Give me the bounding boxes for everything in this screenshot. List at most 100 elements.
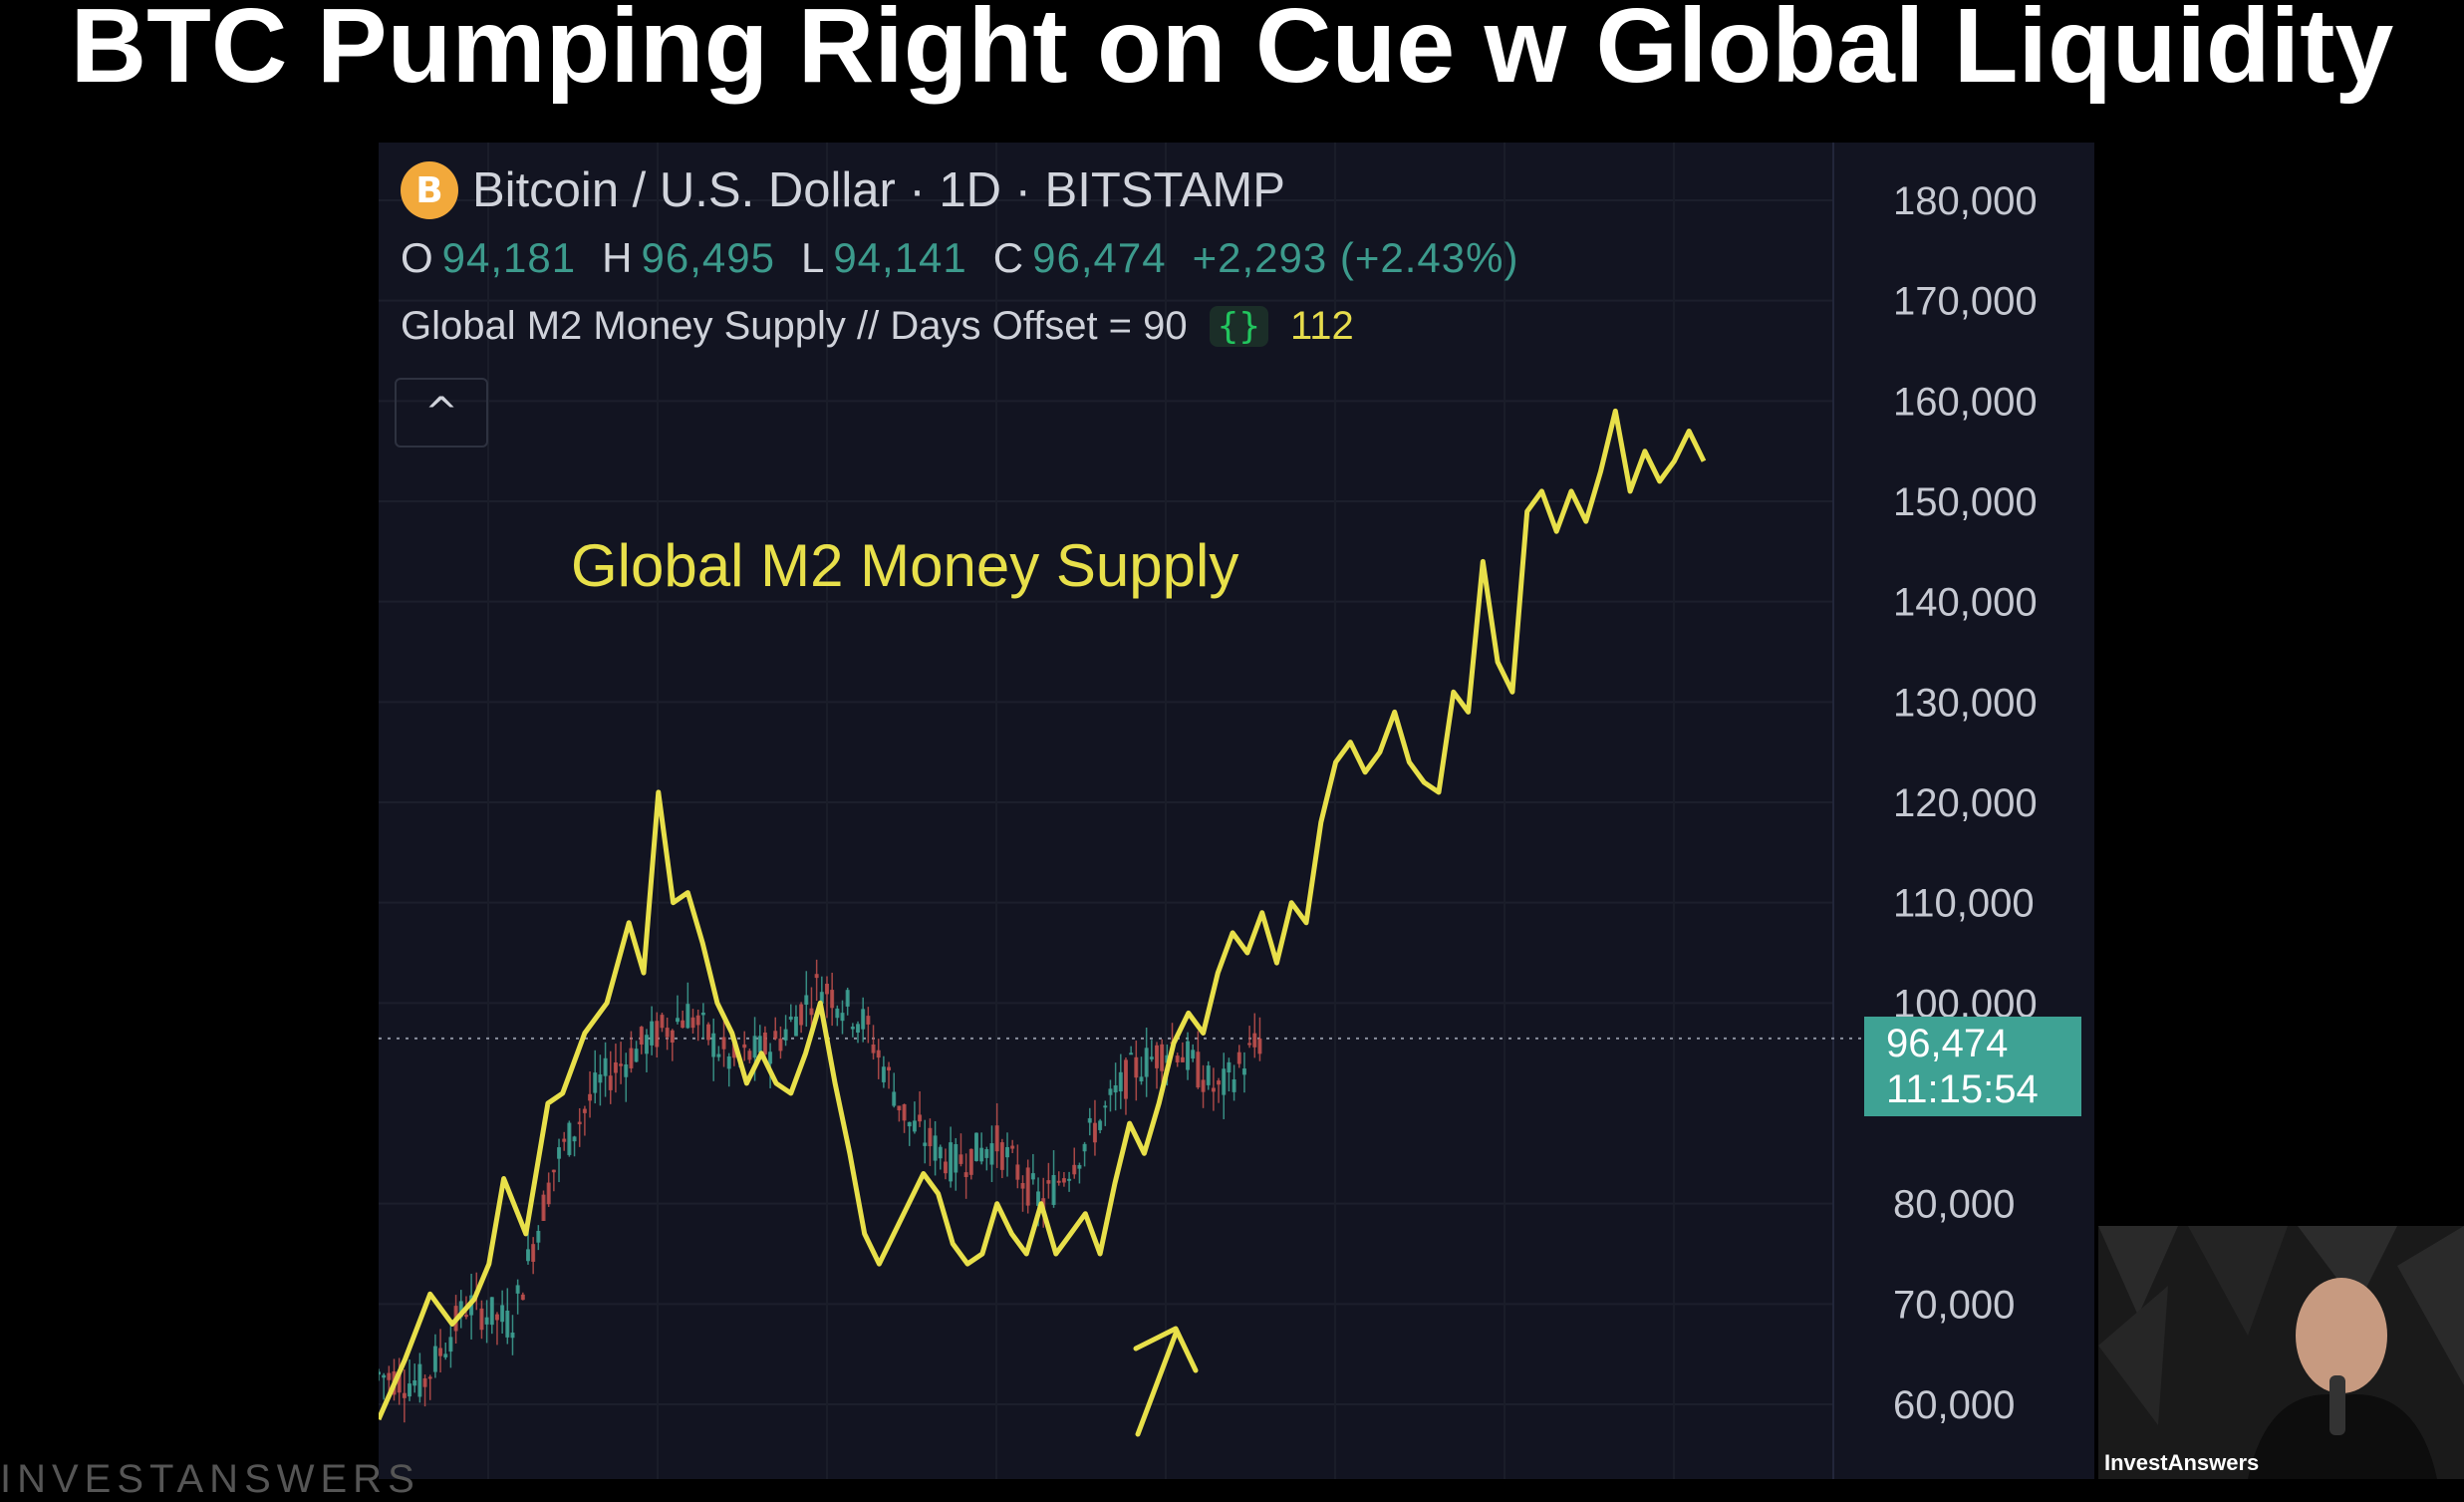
- candle-body: [928, 1127, 933, 1147]
- candle-body: [1211, 1087, 1216, 1092]
- candle-body: [603, 1057, 608, 1076]
- candle-body: [1222, 1068, 1227, 1095]
- y-tick-label: 150,000: [1893, 480, 2038, 524]
- candle-body: [963, 1172, 968, 1177]
- chevron-up-icon[interactable]: ^: [395, 378, 488, 448]
- candle-body: [402, 1392, 407, 1398]
- candle-body: [989, 1143, 994, 1165]
- candle-body: [1149, 1056, 1154, 1059]
- candle-body: [1005, 1146, 1010, 1158]
- candle-body: [984, 1149, 989, 1158]
- y-tick-label: 60,000: [1893, 1383, 2015, 1427]
- candle-body: [387, 1372, 392, 1380]
- y-tick-label: 110,000: [1893, 882, 2035, 926]
- candle-body: [536, 1230, 541, 1243]
- candle-body: [1113, 1084, 1118, 1093]
- candle-body: [824, 983, 829, 995]
- candle-body: [510, 1333, 515, 1339]
- current-price-tag: 96,474 11:15:54: [1864, 1017, 2081, 1116]
- candle-body: [412, 1379, 417, 1386]
- indicator-legend[interactable]: Global M2 Money Supply // Days Offset = …: [401, 304, 1354, 349]
- candle-body: [644, 1035, 649, 1054]
- price-tag-value: 96,474: [1886, 1022, 2009, 1065]
- candle-body: [973, 1132, 978, 1161]
- candle-body: [979, 1147, 984, 1162]
- candle-body: [887, 1066, 892, 1071]
- candle-body: [1134, 1056, 1139, 1078]
- candle-body: [448, 1337, 453, 1352]
- candle-body: [912, 1120, 917, 1132]
- candle-body: [1103, 1105, 1108, 1108]
- candle-body: [1067, 1178, 1072, 1181]
- arrow-head: [1133, 1326, 1199, 1373]
- candle-body: [417, 1363, 422, 1397]
- candle-body: [1180, 1056, 1185, 1062]
- candle-body: [1257, 1038, 1262, 1054]
- y-tick-label: 170,000: [1893, 280, 2038, 324]
- candle-body: [463, 1315, 468, 1318]
- candle-body: [619, 1063, 624, 1066]
- candle-body: [1155, 1045, 1160, 1068]
- candle-body: [1072, 1164, 1077, 1175]
- price-chart[interactable]: 180,000 170,000 160,000 150,000 140,000 130,0…: [379, 143, 2094, 1479]
- candle-body: [994, 1125, 999, 1152]
- candle-body: [1227, 1061, 1232, 1073]
- symbol-label[interactable]: Bitcoin / U.S. Dollar · 1D · BITSTAMP: [472, 163, 1285, 217]
- candle-body: [747, 1051, 752, 1060]
- candle-body: [897, 1105, 902, 1111]
- candle-body: [933, 1135, 938, 1161]
- candle-body: [866, 1016, 871, 1025]
- candle-body: [902, 1104, 907, 1121]
- curly-braces-icon[interactable]: {}: [1209, 306, 1269, 347]
- candle-body: [1186, 1041, 1191, 1070]
- candle-body: [793, 1016, 798, 1037]
- ohlc-legend: O 94,181 H 96,495 L 94,141 C 96,474 +2,293 (…: [401, 234, 1536, 282]
- candle-body: [1010, 1145, 1015, 1149]
- candle-body: [819, 992, 824, 1004]
- candle-body: [546, 1182, 551, 1205]
- candle-body: [788, 1016, 793, 1020]
- candle-body: [1236, 1051, 1241, 1064]
- candle-body: [1020, 1183, 1025, 1189]
- chart-panel[interactable]: 180,000 170,000 160,000 150,000 140,000 130,0…: [379, 143, 2094, 1479]
- close-value: 96,474: [1032, 234, 1167, 281]
- candle-body: [690, 1017, 695, 1029]
- candle-body: [1082, 1143, 1087, 1152]
- open-label: O: [401, 234, 434, 281]
- candle-body: [1139, 1076, 1144, 1081]
- candle-body: [562, 1138, 567, 1142]
- candle-body: [1030, 1173, 1035, 1180]
- candle-body: [670, 1030, 675, 1043]
- candle-body: [757, 1036, 762, 1052]
- candle-body: [572, 1136, 577, 1142]
- candle-body: [752, 1036, 757, 1058]
- candle-body: [397, 1371, 402, 1393]
- candle-body: [525, 1249, 530, 1262]
- candle-body: [830, 990, 835, 1009]
- y-tick-label: 120,000: [1893, 781, 2038, 825]
- webcam-overlay: [2098, 1226, 2464, 1479]
- candle-body: [892, 1091, 897, 1106]
- candle-body: [443, 1353, 448, 1357]
- candle-body: [427, 1376, 432, 1379]
- candle-body: [639, 1027, 644, 1046]
- candle-body: [500, 1305, 505, 1323]
- candle-body: [1025, 1167, 1030, 1206]
- candle-body: [422, 1377, 427, 1387]
- candle-body: [1241, 1068, 1246, 1075]
- candle-body: [1232, 1079, 1236, 1092]
- candle-body: [850, 1027, 855, 1030]
- annotation-label: Global M2 Money Supply: [571, 532, 1239, 599]
- indicator-label[interactable]: Global M2 Money Supply // Days Offset = …: [401, 304, 1188, 348]
- y-tick-label: 160,000: [1893, 380, 2038, 424]
- candle-body: [515, 1285, 520, 1294]
- candle-body: [968, 1148, 973, 1175]
- candle-body: [681, 1020, 685, 1029]
- candle-body: [629, 1048, 634, 1068]
- candle-body: [655, 1021, 660, 1048]
- candle-body: [408, 1383, 412, 1397]
- candle-body: [918, 1114, 923, 1122]
- y-tick-label: 80,000: [1893, 1183, 2015, 1227]
- candle-body: [695, 1015, 700, 1026]
- candle-body: [814, 974, 819, 979]
